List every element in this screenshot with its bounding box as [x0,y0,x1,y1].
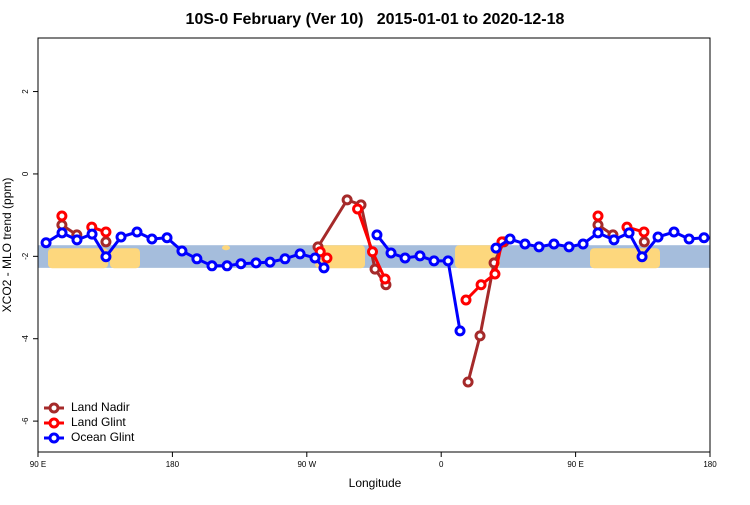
data-point [56,210,68,222]
data-point [250,257,262,269]
data-point [623,227,635,239]
data-point [399,252,411,264]
land-shape [590,248,660,269]
data-point [321,252,333,264]
data-point [638,226,650,238]
data-point [86,228,98,240]
data-point [490,242,502,254]
data-point [146,233,158,245]
data-point [115,231,127,243]
x-tick-label: 180 [166,460,180,469]
land-shape [110,248,140,269]
legend-marker [48,432,60,444]
data-point [161,232,173,244]
data-point [698,232,710,244]
x-tick-label: 90 W [297,460,316,469]
data-point [176,245,188,257]
data-point [592,227,604,239]
data-point [206,260,218,272]
data-point [309,252,321,264]
y-axis-label: XCO2 - MLO trend (ppm) [0,178,14,313]
land-shape [222,245,230,251]
data-point [367,246,379,258]
data-point [636,251,648,263]
data-point [577,238,589,250]
x-tick-label: 90 E [30,460,46,469]
data-point [100,236,112,248]
data-point [475,279,487,291]
data-point [462,376,474,388]
data-point [71,234,83,246]
legend-label: Land Glint [71,415,126,429]
data-point [341,194,353,206]
data-point [131,226,143,238]
data-point [279,253,291,265]
y-tick-label: 0 [21,171,30,176]
x-tick-label: 0 [439,460,444,469]
data-point [191,253,203,265]
data-point [100,226,112,238]
data-point [454,325,466,337]
data-point [489,268,501,280]
y-tick-label: 2 [21,89,30,94]
data-point [414,250,426,262]
legend-label: Ocean Glint [71,430,135,444]
data-point [460,294,472,306]
y-tick-label: -6 [21,417,30,425]
chart-title: 10S-0 February (Ver 10) 2015-01-01 to 20… [186,11,565,28]
data-point [548,238,560,250]
series-line [62,200,644,382]
land-shape [48,248,108,269]
data-point [668,226,680,238]
y-tick-label: -4 [21,335,30,343]
x-tick-label: 90 E [567,460,583,469]
data-point [385,247,397,259]
data-point [40,237,52,249]
data-point [442,255,454,267]
legend-marker [48,417,60,429]
legend-marker [48,402,60,414]
data-point [371,229,383,241]
data-point [592,210,604,222]
data-point [56,227,68,239]
plot-frame [37,37,711,453]
data-point [379,273,391,285]
legend-label: Land Nadir [71,400,130,414]
data-point [235,258,247,270]
data-point [318,262,330,274]
data-point [638,236,650,248]
data-point [352,203,364,215]
x-axis-label: Longitude [349,476,402,490]
y-tick-label: -2 [21,252,30,260]
data-point [474,330,486,342]
data-point [563,241,575,253]
data-point [683,233,695,245]
data-point [519,238,531,250]
x-tick-label: 180 [703,460,717,469]
data-point [100,251,112,263]
data-point [428,255,440,267]
data-point [221,260,233,272]
data-point [294,248,306,260]
data-point [608,234,620,246]
data-point [533,241,545,253]
data-point [504,233,516,245]
data-point [264,256,276,268]
data-point [652,231,664,243]
